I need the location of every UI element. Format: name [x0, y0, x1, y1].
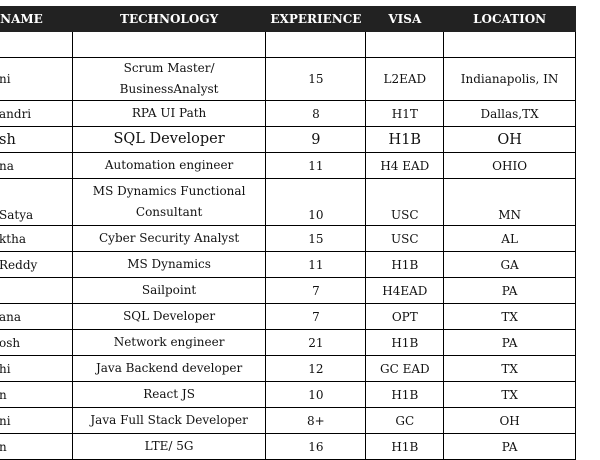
- table-row: hi Java Backend developer 12 GC EAD TX: [0, 355, 576, 382]
- table-body: ni Scrum Master/ BusinessAnalyst 15 L2EAD In…: [0, 31, 576, 460]
- table-row: [0, 31, 576, 58]
- table-row: Reddy MS Dynamics 11 H1B GA: [0, 251, 576, 278]
- cell-technology: [71, 31, 267, 58]
- cell-location: OH: [443, 126, 576, 153]
- cell-name: n: [0, 381, 73, 408]
- cell-experience: 16: [265, 433, 367, 460]
- cell-name: na: [0, 152, 73, 179]
- cell-experience: 8: [265, 100, 367, 127]
- cell-name: Reddy: [0, 251, 73, 278]
- table-row: ni Scrum Master/ BusinessAnalyst 15 L2EAD In…: [0, 57, 576, 101]
- cell-visa: H4 EAD: [365, 152, 445, 179]
- cell-experience: 10: [265, 381, 367, 408]
- cell-location: PA: [443, 433, 576, 460]
- header-experience: EXPERIENCE: [265, 6, 367, 32]
- cell-location: Indianapolis, IN: [443, 57, 576, 101]
- cell-name: ktha: [0, 225, 73, 252]
- header-name: T NAME: [0, 6, 73, 32]
- table-row: na Automation engineer 11 H4 EAD OHIO: [0, 152, 576, 179]
- cell-visa: GC: [365, 407, 445, 434]
- cell-location: [443, 31, 576, 58]
- cell-visa: H1B: [365, 329, 445, 356]
- cell-location: OH: [443, 407, 576, 434]
- cell-visa: L2EAD: [365, 57, 445, 101]
- cell-technology: RPA UI Path: [71, 100, 267, 127]
- cell-visa: H4EAD: [365, 277, 445, 304]
- cell-visa: OPT: [365, 303, 445, 330]
- table-header: T NAME TECHNOLOGY EXPERIENCE VISA LOCATI…: [0, 6, 576, 32]
- cell-name: [0, 31, 73, 58]
- cell-location: Dallas,TX: [443, 100, 576, 127]
- cell-name: [0, 277, 73, 304]
- cell-technology: LTE/ 5G: [71, 433, 267, 460]
- header-technology: TECHNOLOGY: [71, 6, 267, 32]
- cell-technology: Java Backend developer: [71, 355, 267, 382]
- cell-visa: GC EAD: [365, 355, 445, 382]
- table-row: Satya MS Dynamics Functional Consultant 10…: [0, 178, 576, 226]
- cell-technology: Java Full Stack Developer: [71, 407, 267, 434]
- cell-name: n: [0, 433, 73, 460]
- cell-experience: 12: [265, 355, 367, 382]
- cell-location: GA: [443, 251, 576, 278]
- header-visa: VISA: [365, 6, 445, 32]
- cell-name: andri: [0, 100, 73, 127]
- cell-technology: SQL Developer: [71, 303, 267, 330]
- cell-visa: H1T: [365, 100, 445, 127]
- cell-location: PA: [443, 329, 576, 356]
- cell-experience: 11: [265, 251, 367, 278]
- cell-technology: SQL Developer: [71, 126, 267, 153]
- cell-experience: [265, 31, 367, 58]
- table-row: ktha Cyber Security Analyst 15 USC AL: [0, 225, 576, 252]
- table-row: ni Java Full Stack Developer 8+ GC OH: [0, 407, 576, 434]
- cell-name: sh: [0, 126, 73, 153]
- cell-visa: H1B: [365, 126, 445, 153]
- cell-technology: Scrum Master/ BusinessAnalyst: [71, 57, 267, 101]
- cell-visa: [365, 31, 445, 58]
- cell-technology: Network engineer: [71, 329, 267, 356]
- cell-technology: MS Dynamics Functional Consultant: [71, 178, 267, 226]
- cell-experience: 7: [265, 277, 367, 304]
- cell-name: ni: [0, 57, 73, 101]
- cell-name: ni: [0, 407, 73, 434]
- table-row: osh Network engineer 21 H1B PA: [0, 329, 576, 356]
- cell-location: PA: [443, 277, 576, 304]
- cell-location: AL: [443, 225, 576, 252]
- cell-name: hi: [0, 355, 73, 382]
- cell-experience: 15: [265, 225, 367, 252]
- cell-experience: 9: [265, 126, 367, 153]
- table-row: sh SQL Developer 9 H1B OH: [0, 126, 576, 153]
- consultants-table: T NAME TECHNOLOGY EXPERIENCE VISA LOCATI…: [0, 6, 576, 460]
- cell-technology: Automation engineer: [71, 152, 267, 179]
- cell-experience: 7: [265, 303, 367, 330]
- cell-experience: 11: [265, 152, 367, 179]
- cell-visa: USC: [365, 178, 445, 226]
- cell-visa: H1B: [365, 251, 445, 278]
- cell-technology: Cyber Security Analyst: [71, 225, 267, 252]
- table-row: ana SQL Developer 7 OPT TX: [0, 303, 576, 330]
- cell-location: MN: [443, 178, 576, 226]
- cell-experience: 15: [265, 57, 367, 101]
- cell-technology: MS Dynamics: [71, 251, 267, 278]
- table-row: Sailpoint 7 H4EAD PA: [0, 277, 576, 304]
- cell-technology: Sailpoint: [71, 277, 267, 304]
- cell-experience: 8+: [265, 407, 367, 434]
- cell-experience: 21: [265, 329, 367, 356]
- cell-name: ana: [0, 303, 73, 330]
- cell-location: OHIO: [443, 152, 576, 179]
- cell-name: Satya: [0, 178, 73, 226]
- cell-technology: React JS: [71, 381, 267, 408]
- cell-location: TX: [443, 303, 576, 330]
- cell-visa: H1B: [365, 381, 445, 408]
- cell-visa: H1B: [365, 433, 445, 460]
- cell-location: TX: [443, 355, 576, 382]
- table-row: andri RPA UI Path 8 H1T Dallas,TX: [0, 100, 576, 127]
- cell-name: osh: [0, 329, 73, 356]
- cell-location: TX: [443, 381, 576, 408]
- cell-experience: 10: [265, 178, 367, 226]
- header-location: LOCATION: [443, 6, 576, 32]
- header-row: T NAME TECHNOLOGY EXPERIENCE VISA LOCATI…: [0, 6, 576, 32]
- cell-visa: USC: [365, 225, 445, 252]
